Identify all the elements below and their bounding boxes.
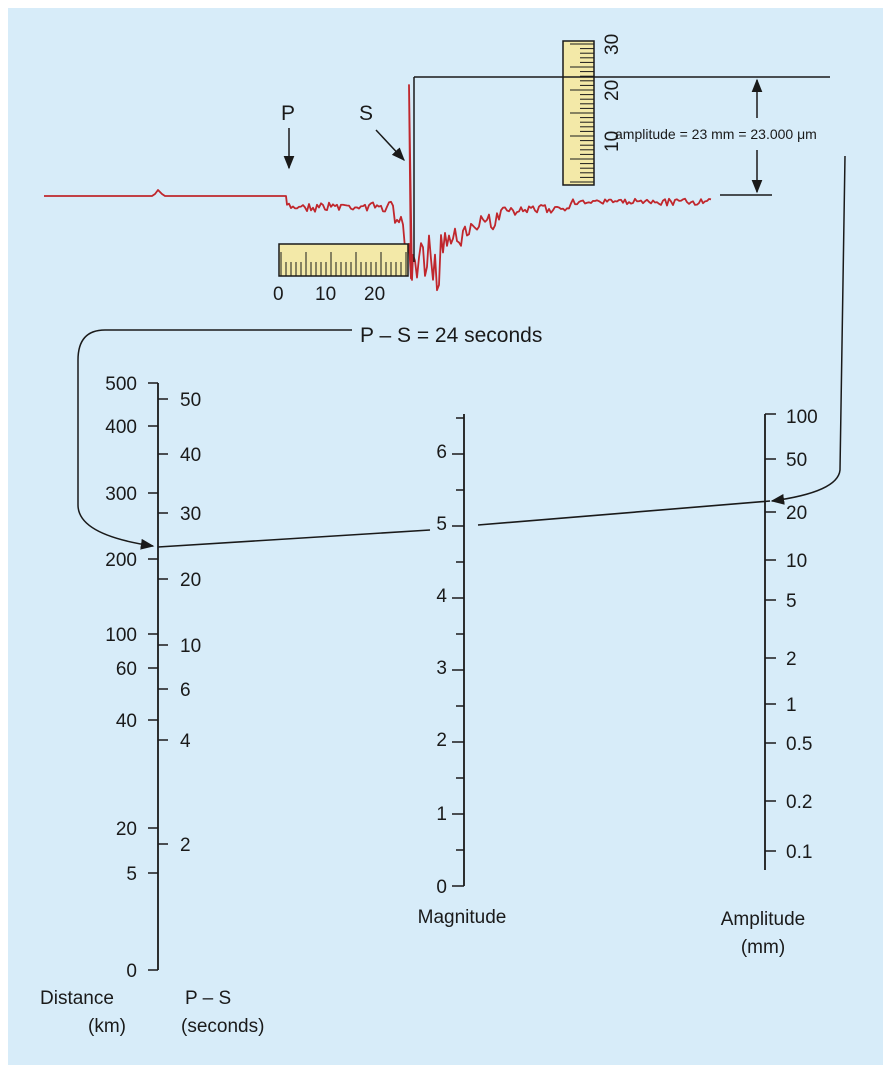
- s-wave-label: S: [359, 102, 373, 125]
- time-ruler-tick-0: 0: [273, 284, 284, 305]
- distance-tick-300: 300: [105, 484, 137, 505]
- amplitude-tick-10: 10: [786, 551, 807, 572]
- nomogram-result-line: [157, 529, 431, 548]
- ps-connector-arrow: [77, 329, 352, 550]
- ps-tick-4: 4: [180, 731, 191, 752]
- distance-tick-20: 20: [116, 819, 137, 840]
- ps-unit: (seconds): [181, 1016, 264, 1037]
- amplitude-tick-0.5: 0.5: [786, 734, 812, 755]
- ps-tick-20: 20: [180, 570, 201, 591]
- amplitude-tick-100: 100: [786, 407, 818, 428]
- seismogram-trace: [44, 84, 712, 292]
- amplitude-tick-0.1: 0.1: [786, 842, 812, 863]
- amplitude-scale: 100 50 20 10 5 2 1 0.5 0.2 0.1 Amplitude…: [721, 407, 818, 958]
- magnitude-tick-0: 0: [436, 877, 447, 898]
- distance-unit: (km): [88, 1016, 126, 1037]
- seismogram: P S 0 10 20 30 20 10 amplitude = 23 mm =…: [44, 34, 830, 305]
- p-wave-label: P: [281, 102, 295, 125]
- distance-tick-400: 400: [105, 417, 137, 438]
- distance-title: Distance: [40, 988, 114, 1009]
- ps-tick-6: 6: [180, 680, 191, 701]
- amplitude-tick-1: 1: [786, 695, 797, 716]
- time-ruler-tick-10: 10: [315, 284, 336, 305]
- amp-ruler-tick-10: 10: [602, 131, 623, 152]
- amp-ruler-tick-30: 30: [602, 34, 623, 55]
- amp-ruler-tick-20: 20: [602, 80, 623, 101]
- ps-annotation: P – S = 24 seconds: [360, 324, 542, 347]
- ps-tick-30: 30: [180, 504, 201, 525]
- amplitude-title: Amplitude: [721, 909, 806, 930]
- amplitude-ruler: 30 20 10: [562, 34, 623, 186]
- distance-tick-0: 0: [126, 961, 137, 982]
- distance-tick-200: 200: [105, 550, 137, 571]
- amplitude-tick-5: 5: [786, 591, 797, 612]
- time-ruler: 0 10 20: [273, 243, 409, 305]
- amplitude-tick-2: 2: [786, 649, 797, 670]
- ps-tick-10: 10: [180, 636, 201, 657]
- amplitude-tick-20: 20: [786, 503, 807, 524]
- ps-tick-40: 40: [180, 445, 201, 466]
- amplitude-unit: (mm): [741, 937, 785, 958]
- ps-tick-2: 2: [180, 835, 191, 856]
- magnitude-tick-1: 1: [436, 804, 447, 825]
- amplitude-annotation: amplitude = 23 mm = 23.000 μm: [615, 126, 817, 142]
- magnitude-scale: 6 5 4 3 2 1 0 Magnitude: [418, 414, 507, 928]
- amplitude-connector-arrow: [770, 155, 846, 505]
- nomogram-result-line-right: [477, 500, 771, 526]
- distance-scale: 500 400 300 200 100 60 40 20 5 0 50 40 3…: [40, 374, 264, 1037]
- magnitude-tick-5: 5: [436, 514, 447, 535]
- magnitude-title: Magnitude: [418, 907, 507, 928]
- s-arrow: [375, 129, 405, 161]
- magnitude-tick-3: 3: [436, 658, 447, 679]
- distance-tick-60: 60: [116, 659, 137, 680]
- amplitude-tick-50: 50: [786, 450, 807, 471]
- distance-tick-100: 100: [105, 625, 137, 646]
- background-panel: [8, 8, 883, 1065]
- magnitude-tick-4: 4: [436, 586, 447, 607]
- time-ruler-tick-20: 20: [364, 284, 385, 305]
- amplitude-tick-0.2: 0.2: [786, 792, 812, 813]
- distance-tick-500: 500: [105, 374, 137, 395]
- distance-tick-40: 40: [116, 711, 137, 732]
- magnitude-tick-2: 2: [436, 730, 447, 751]
- ps-title: P – S: [185, 988, 231, 1009]
- magnitude-tick-6: 6: [436, 442, 447, 463]
- ps-tick-50: 50: [180, 390, 201, 411]
- distance-tick-5: 5: [126, 864, 137, 885]
